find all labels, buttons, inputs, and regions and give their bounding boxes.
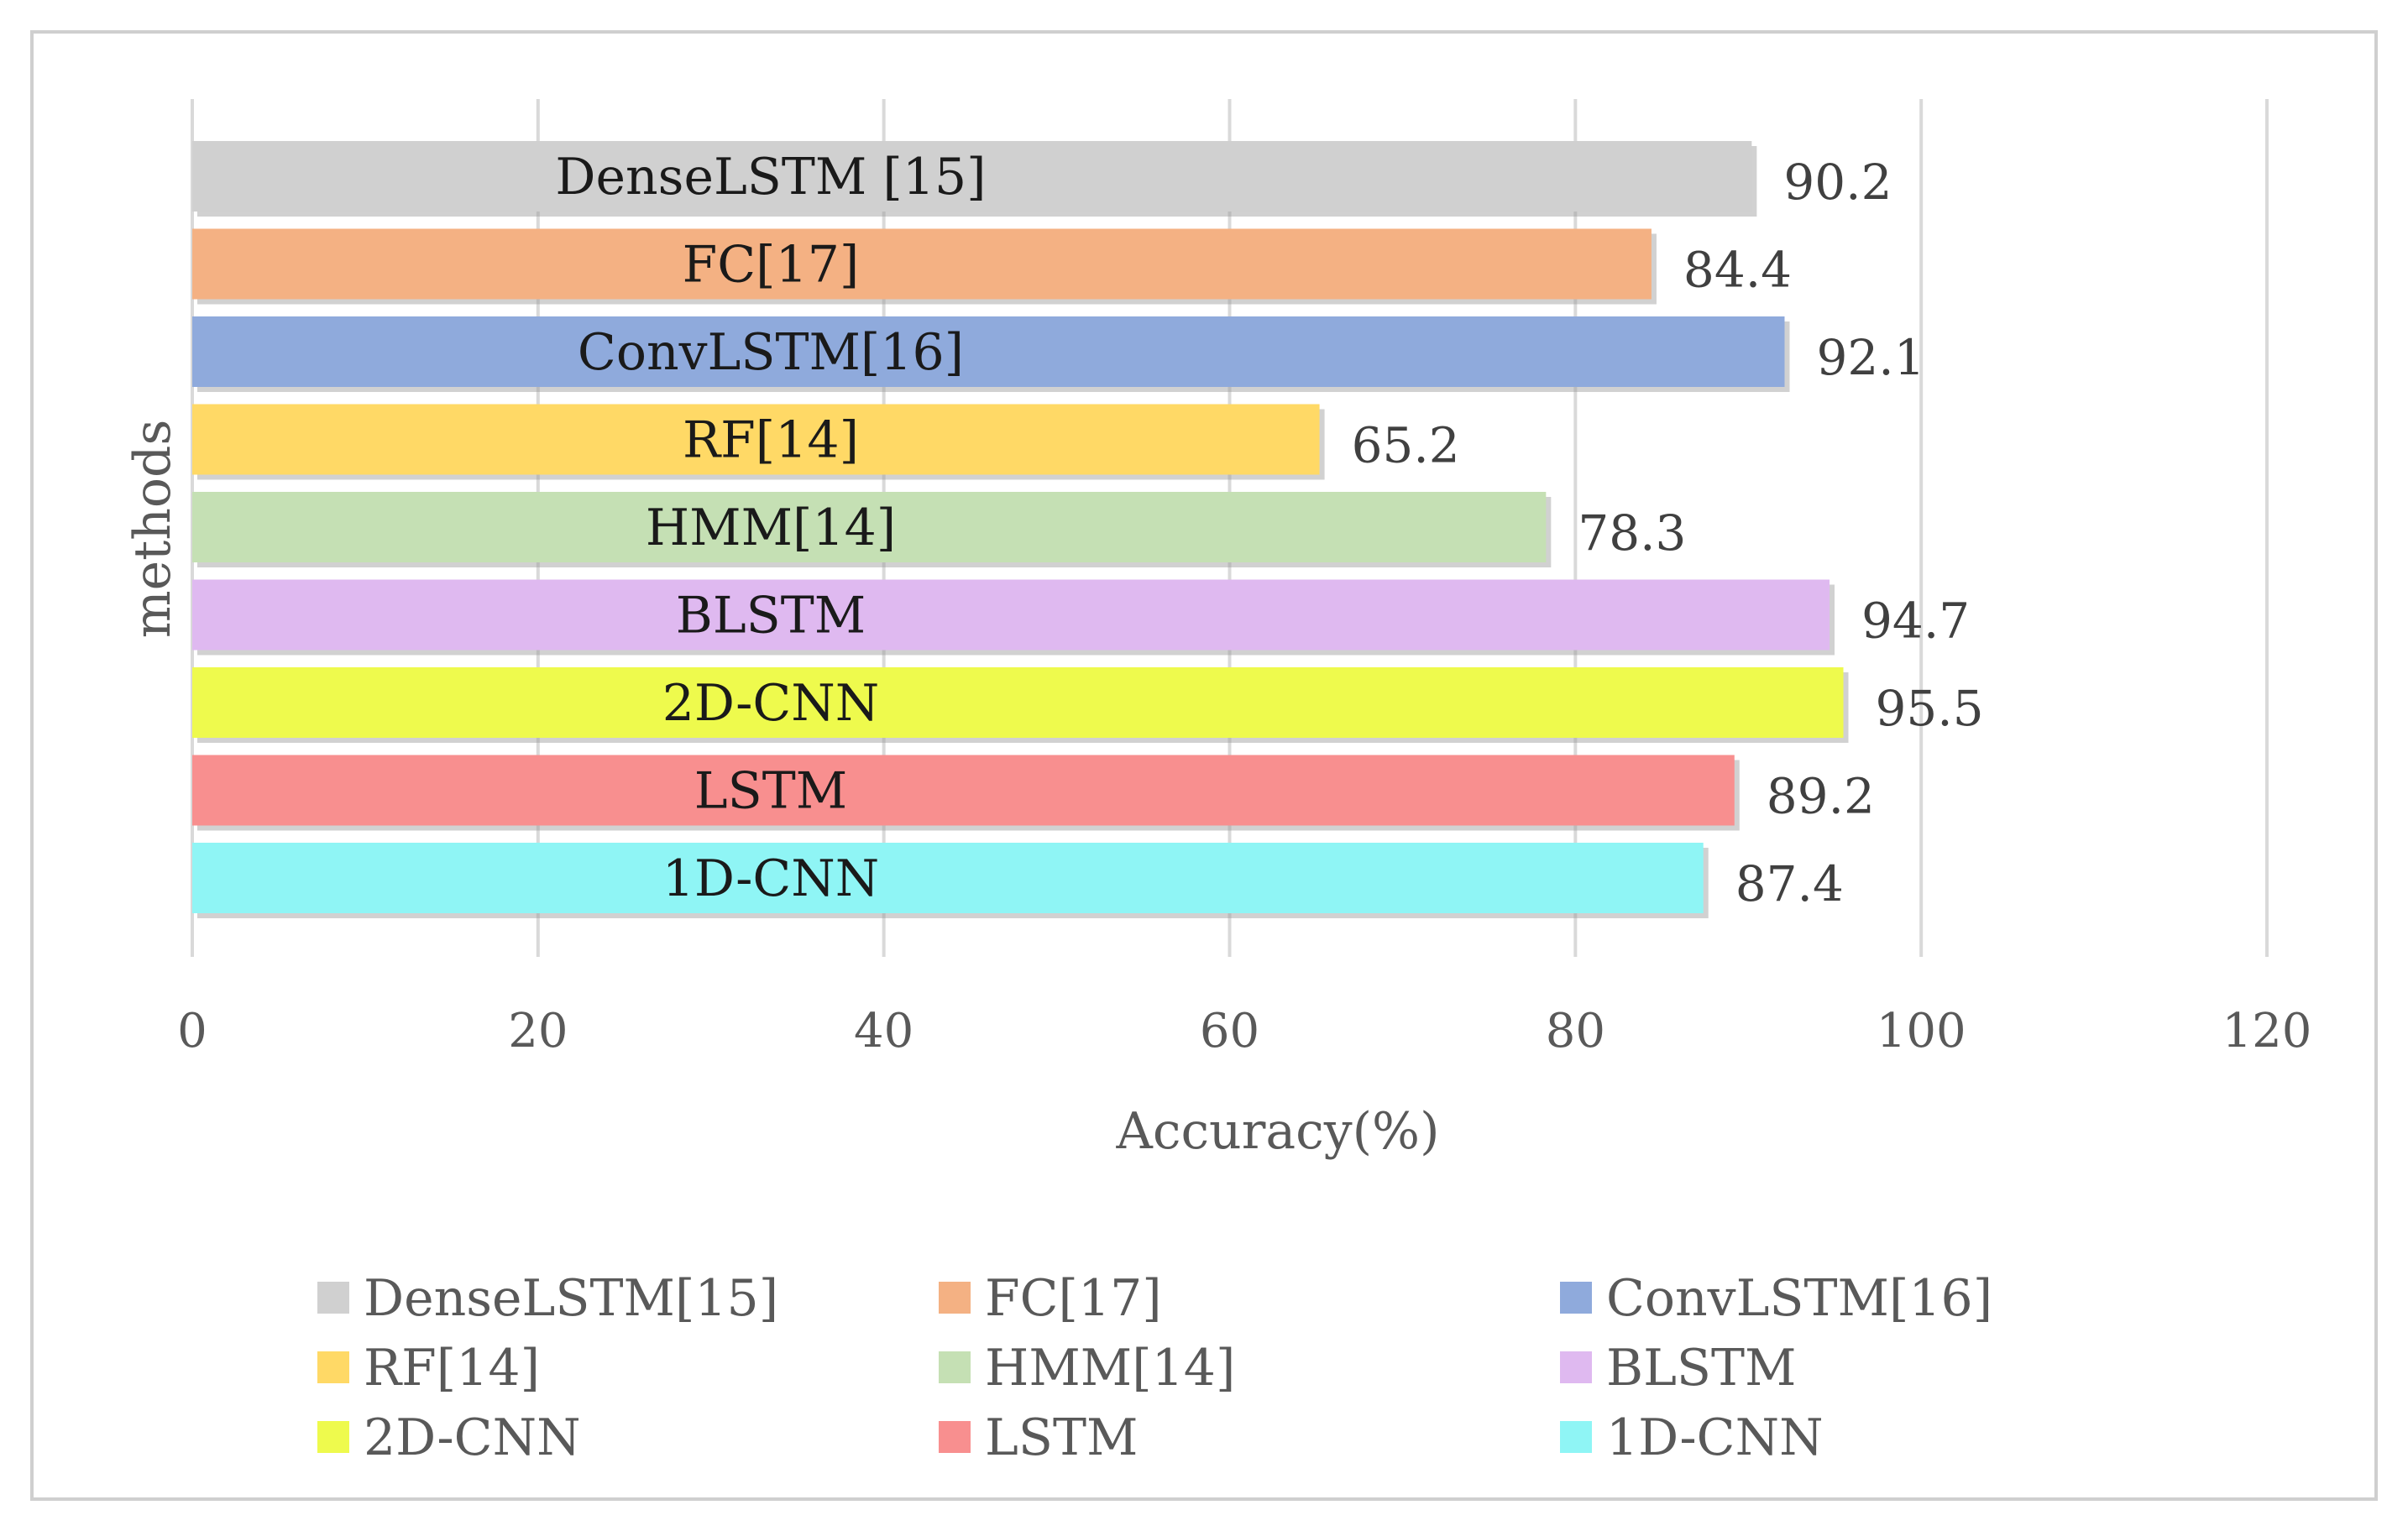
x-tick-label: 120 — [2222, 1004, 2312, 1058]
x-tick-label: 20 — [508, 1004, 568, 1058]
bars: DenseLSTM [15] 90.2 FC[17] 84.4 ConvLSTM[16]… — [192, 141, 1984, 918]
bar-7 — [192, 667, 1844, 738]
bar-value-label: 92.1 — [1816, 329, 1924, 386]
bar-5 — [192, 492, 1547, 562]
bar-3 — [192, 316, 1785, 387]
legend-label: 2D-CNN — [364, 1408, 581, 1467]
bar-4 — [192, 404, 1320, 475]
bar-category-label: ConvLSTM[16] — [578, 323, 964, 382]
legend-label: RF[14] — [364, 1339, 540, 1398]
bar-value-label: 87.4 — [1735, 855, 1844, 912]
legend-swatch — [317, 1351, 349, 1383]
x-tick-label: 0 — [177, 1004, 207, 1058]
bar-category-label: FC[17] — [683, 236, 860, 295]
legend-swatch — [317, 1421, 349, 1453]
legend-label: 1D-CNN — [1606, 1408, 1824, 1467]
x-tick-label: 40 — [854, 1004, 913, 1058]
bar-1 — [192, 141, 1752, 212]
bar-category-label: RF[14] — [683, 411, 859, 470]
legend-swatch — [1560, 1351, 1592, 1383]
legend-label: LSTM — [985, 1408, 1138, 1467]
legend: DenseLSTM[15] FC[17] ConvLSTM[16] RF[14] HMM… — [317, 1269, 1992, 1467]
bar-value-label: 89.2 — [1767, 768, 1875, 825]
legend-swatch — [939, 1421, 971, 1453]
y-axis-title: methods — [123, 420, 182, 638]
legend-swatch — [1560, 1421, 1592, 1453]
bar-category-label: HMM[14] — [646, 499, 896, 557]
bar-value-label: 84.4 — [1683, 242, 1792, 299]
bar-value-label: 78.3 — [1578, 504, 1686, 562]
legend-label: FC[17] — [985, 1269, 1162, 1328]
legend-swatch — [939, 1282, 971, 1314]
legend-label: ConvLSTM[16] — [1606, 1269, 1992, 1328]
bar-value-label: 90.2 — [1783, 154, 1892, 211]
bar-category-label: LSTM — [694, 762, 847, 821]
bar-2 — [192, 228, 1652, 300]
bar-category-label: 2D-CNN — [662, 674, 880, 733]
legend-swatch — [939, 1351, 971, 1383]
bar-9 — [192, 843, 1704, 913]
bar-category-label: 1D-CNN — [662, 849, 880, 908]
bar-category-label: DenseLSTM [15] — [555, 148, 986, 206]
bar-8 — [192, 755, 1735, 826]
bar-category-label: BLSTM — [676, 587, 866, 645]
bar-6 — [192, 579, 1830, 651]
bar-value-label: 94.7 — [1861, 593, 1970, 650]
legend-label: DenseLSTM[15] — [364, 1269, 778, 1328]
bar-value-label: 95.5 — [1876, 680, 1984, 737]
legend-swatch — [1560, 1282, 1592, 1314]
x-axis-title: Accuracy(%) — [1116, 1102, 1440, 1161]
x-tick-label: 60 — [1200, 1004, 1259, 1058]
x-tick-label: 100 — [1877, 1004, 1966, 1058]
legend-label: HMM[14] — [985, 1339, 1235, 1398]
x-tick-label: 80 — [1546, 1004, 1605, 1058]
legend-label: BLSTM — [1606, 1339, 1797, 1398]
legend-swatch — [317, 1282, 349, 1314]
bar-value-label: 65.2 — [1352, 417, 1460, 474]
x-axis-ticks: 0 20 40 60 80 100 120 — [177, 1004, 2311, 1058]
